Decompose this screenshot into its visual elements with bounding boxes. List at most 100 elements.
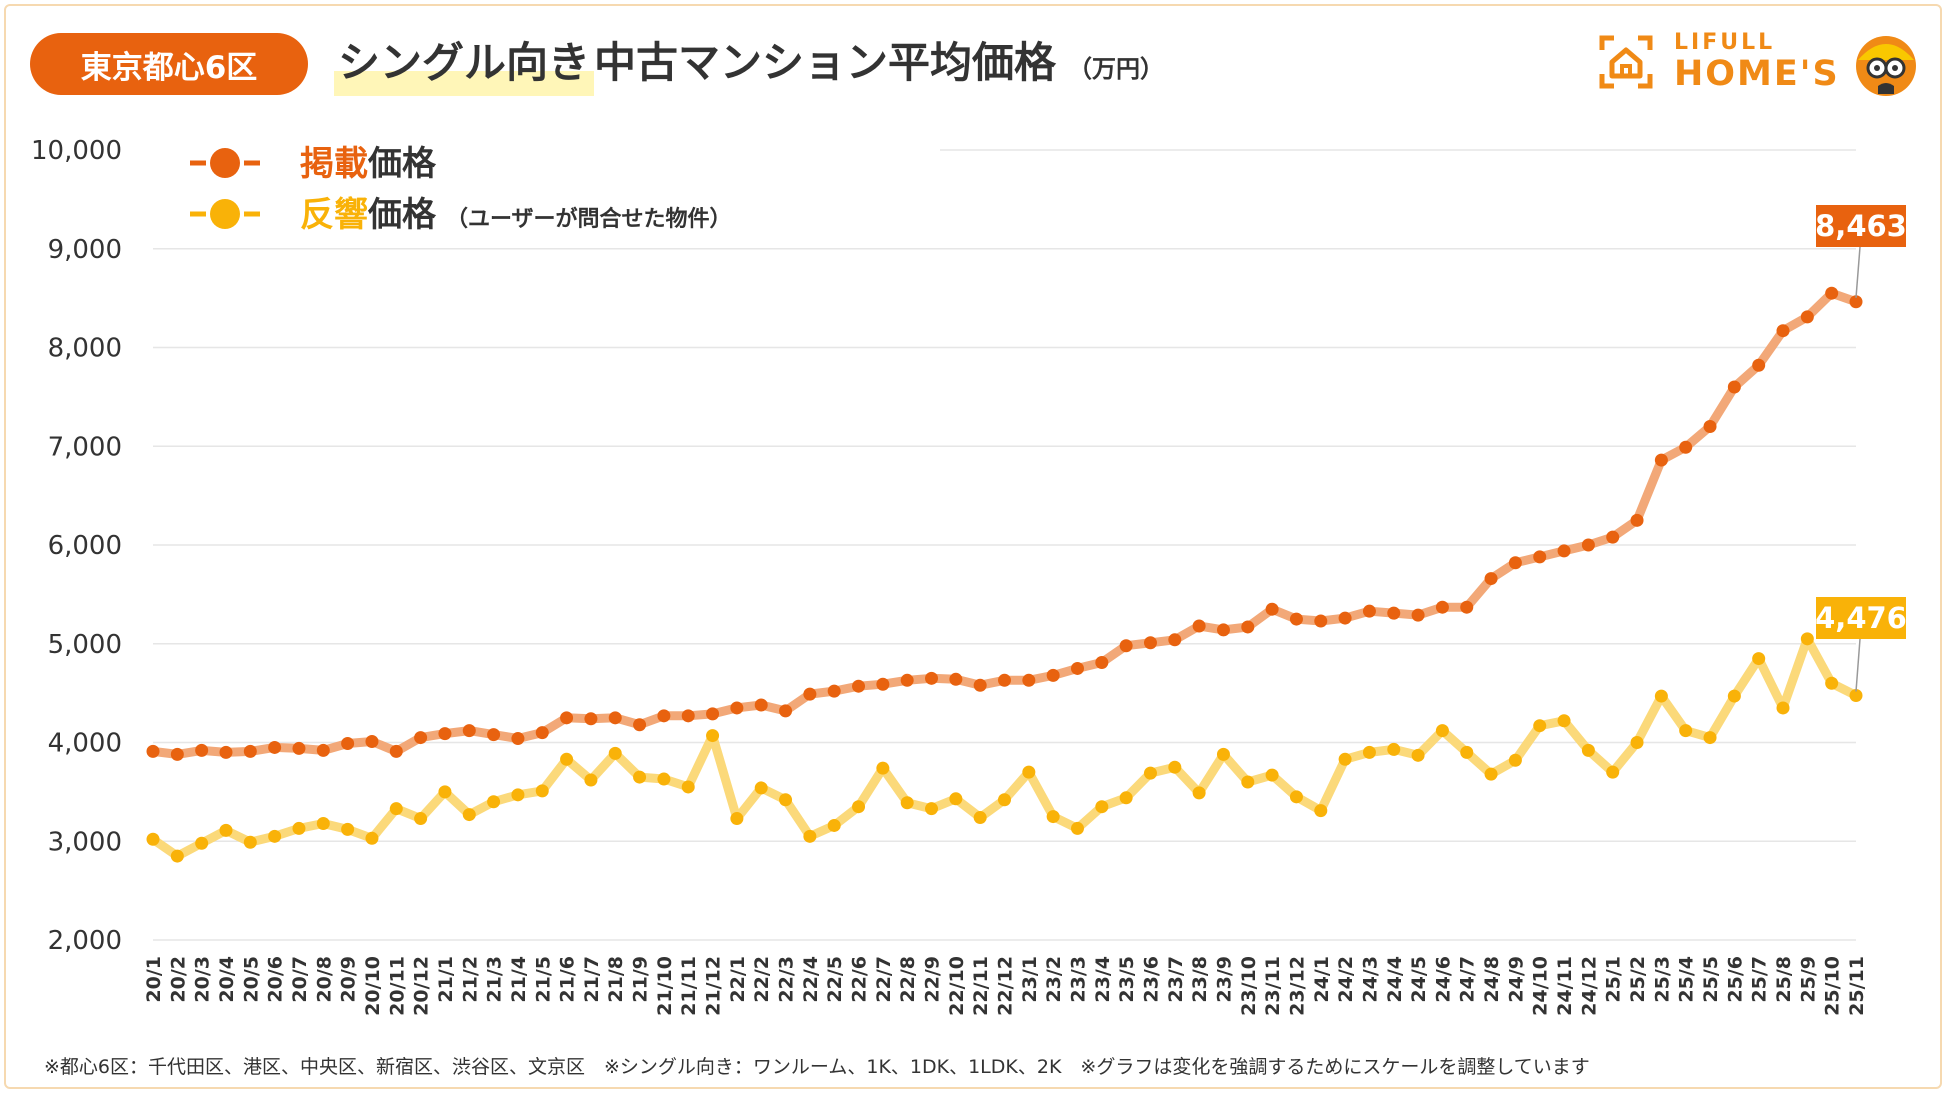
data-point [706, 729, 720, 743]
legend-note: （ユーザーが問合せた物件） [446, 206, 732, 232]
x-tick-label: 20/8 [313, 956, 335, 1003]
x-tick-label: 25/11 [1846, 956, 1868, 1016]
chart-frame [4, 4, 1942, 1089]
data-point [1168, 760, 1182, 774]
data-point [170, 849, 184, 863]
y-tick-label: 5,000 [48, 630, 122, 660]
data-point [1387, 742, 1401, 756]
data-point [438, 727, 452, 741]
data-point [414, 812, 428, 826]
x-tick-label: 22/5 [824, 956, 846, 1003]
data-point [1435, 600, 1449, 614]
data-point [1046, 810, 1060, 824]
x-tick-label: 21/1 [435, 956, 457, 1003]
x-tick-label: 23/8 [1189, 956, 1211, 1003]
data-point [779, 704, 793, 718]
data-point [1630, 736, 1644, 749]
data-point [511, 732, 525, 746]
x-tick-label: 20/12 [411, 956, 433, 1016]
data-point [1435, 724, 1449, 738]
x-tick-label: 21/11 [678, 956, 700, 1016]
data-label: 4,476 [1815, 601, 1907, 635]
data-point [633, 718, 647, 732]
data-point [852, 679, 866, 693]
data-point [876, 677, 890, 691]
data-point [1314, 804, 1328, 818]
data-point [998, 673, 1011, 687]
x-tick-label: 23/2 [1043, 956, 1065, 1003]
title-text: 中古マンション平均価格 [594, 38, 1057, 87]
x-tick-label: 20/11 [386, 956, 408, 1016]
x-tick-label: 22/10 [946, 956, 968, 1016]
value-callout-box [1816, 597, 1906, 639]
data-point [827, 684, 841, 698]
data-point [1581, 538, 1595, 552]
data-point [243, 835, 257, 849]
x-tick-label: 22/7 [873, 956, 895, 1003]
data-point [535, 784, 549, 798]
logo-bottom-text: HOME'S [1674, 54, 1840, 94]
x-tick-label: 20/3 [192, 956, 214, 1003]
legend-label-rest: 価格 [367, 195, 437, 235]
data-point [949, 672, 963, 686]
data-point [1070, 821, 1084, 835]
data-point [900, 673, 914, 687]
x-tick-label: 20/5 [240, 956, 262, 1003]
data-point [292, 741, 306, 755]
data-point [1119, 791, 1133, 805]
data-point [243, 744, 257, 758]
x-tick-label: 25/4 [1676, 956, 1698, 1003]
y-tick-label: 10,000 [31, 136, 122, 166]
data-point [462, 724, 476, 738]
data-point [1654, 453, 1668, 467]
x-tick-label: 20/6 [265, 956, 287, 1003]
data-point [754, 698, 768, 712]
x-tick-label: 21/4 [508, 956, 530, 1003]
x-tick-label: 23/7 [1165, 956, 1187, 1003]
data-point [754, 781, 768, 795]
data-point [170, 747, 184, 761]
data-point [1800, 632, 1814, 646]
x-tick-label: 23/12 [1286, 956, 1308, 1016]
data-point [1460, 745, 1474, 759]
data-point [487, 728, 501, 742]
x-tick-label: 24/6 [1432, 956, 1454, 1003]
x-tick-label: 25/3 [1651, 956, 1673, 1003]
data-point [998, 793, 1011, 807]
x-tick-label: 21/3 [484, 956, 506, 1003]
y-tick-label: 3,000 [48, 827, 122, 857]
data-point [560, 711, 574, 725]
data-point [316, 743, 330, 757]
data-point [341, 822, 355, 836]
callout-leader-line [1855, 246, 1861, 298]
x-tick-label: 25/1 [1603, 956, 1625, 1003]
data-point [1046, 668, 1060, 682]
data-point [1168, 633, 1182, 647]
data-point [1411, 608, 1425, 622]
x-tick-label: 25/8 [1773, 956, 1795, 1003]
data-point [146, 744, 160, 758]
data-point [608, 711, 622, 725]
data-point [1703, 420, 1717, 433]
data-point [657, 772, 671, 786]
data-point [1703, 731, 1717, 745]
x-tick-label: 24/2 [1335, 956, 1357, 1003]
x-tick-label: 24/3 [1359, 956, 1381, 1003]
data-point [195, 743, 209, 757]
x-tick-label: 24/8 [1481, 956, 1503, 1003]
data-point [1411, 748, 1425, 762]
x-tick-label: 22/11 [970, 956, 992, 1016]
data-point [1484, 572, 1498, 586]
data-point [389, 802, 403, 816]
x-tick-label: 20/2 [167, 956, 189, 1003]
data-point [1143, 766, 1157, 780]
x-tick-label: 20/10 [362, 956, 384, 1016]
data-point [973, 811, 987, 825]
region-badge: 東京都心6区 [30, 33, 308, 95]
x-tick-label: 24/10 [1530, 956, 1552, 1016]
x-tick-label: 23/10 [1238, 956, 1260, 1016]
data-point [414, 731, 428, 745]
data-point [268, 740, 282, 754]
data-point [1338, 752, 1352, 766]
data-point [706, 707, 720, 721]
